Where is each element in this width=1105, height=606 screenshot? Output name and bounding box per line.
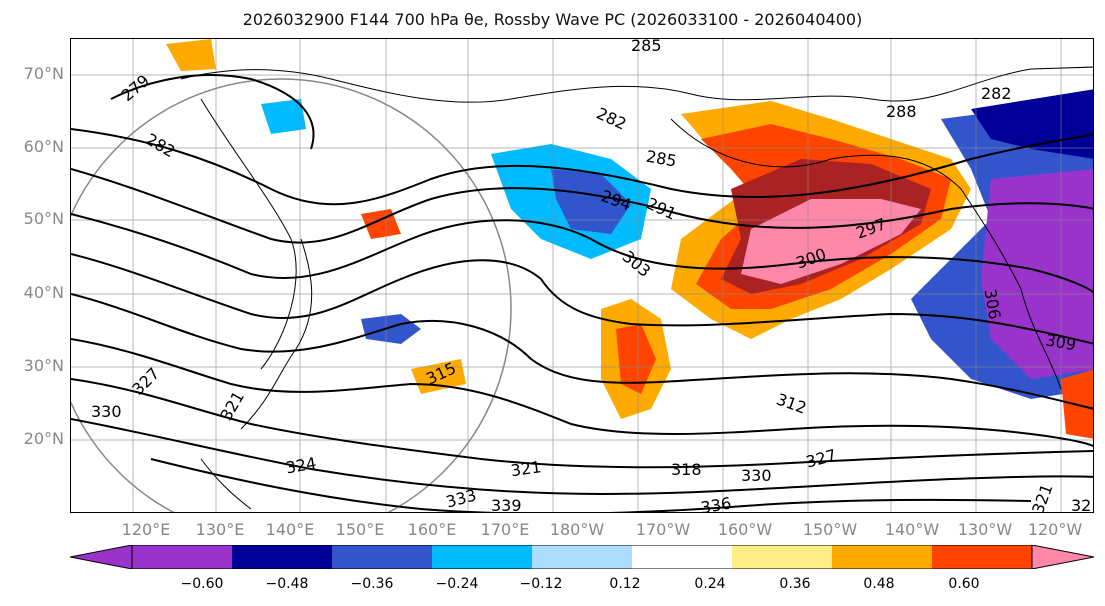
lat-label-30: 30°N [23, 356, 64, 375]
colorbar-segment [332, 545, 432, 569]
lon-label: 170°E [480, 520, 530, 539]
colorbar-tick-label: 0.48 [863, 576, 895, 592]
lat-label-70: 70°N [23, 64, 64, 83]
lon-label: 130°E [195, 520, 245, 539]
lon-label: 130°W [957, 520, 1013, 539]
negative-anomaly-blob [361, 314, 421, 344]
lat-label-20: 20°N [23, 429, 64, 448]
map-panel: 285 279 282 282 285 288 282 291 294 297 … [70, 38, 1094, 513]
colorbar-tick-label: 0.12 [609, 576, 641, 592]
reference-circle [71, 78, 512, 512]
colorbar-tick-label: −0.24 [435, 576, 479, 592]
contour-label: 336 [699, 493, 732, 513]
colorbar-segment [932, 545, 1032, 569]
contour-label: 288 [886, 102, 917, 121]
contour-label: 321 [1071, 496, 1094, 513]
negative-anomaly-north [971, 89, 1093, 159]
colorbar-tick-label: 0.24 [694, 576, 726, 592]
contour-label: 282 [143, 130, 179, 162]
lon-label: 170°W [635, 520, 691, 539]
colorbar-segment [632, 545, 732, 569]
lat-label-50: 50°N [23, 209, 64, 228]
contour-label: 291 [644, 194, 680, 224]
colorbar-tick-label: −0.60 [180, 576, 224, 592]
negative-anomaly-blob-2 [261, 99, 306, 134]
lon-label: 160°W [717, 520, 773, 539]
colorbar-segment [132, 545, 232, 569]
lon-label: 120°E [121, 520, 171, 539]
contour-label: 279 [118, 71, 154, 105]
contour-label: 321 [1028, 481, 1056, 513]
negative-anomaly-east-core [981, 169, 1093, 379]
contour-label: 333 [444, 485, 478, 511]
colorbar-segments [70, 545, 1094, 569]
contour-label: 285 [645, 147, 678, 171]
lat-label-60: 60°N [23, 137, 64, 156]
colorbar-over-extension [1031, 545, 1094, 569]
colorbar-segment [432, 545, 532, 569]
positive-anomaly-small-2 [166, 39, 216, 71]
map-canvas: 285 279 282 282 285 288 282 291 294 297 … [71, 39, 1094, 513]
positive-anomaly-small [361, 209, 401, 239]
positive-anomaly-blob-core [616, 324, 656, 394]
colorbar-border [131, 545, 1033, 569]
colorbar-tick-label: −0.48 [265, 576, 309, 592]
colorbar-segment [532, 545, 632, 569]
negative-anomaly-region-core [551, 169, 631, 234]
contour-label: 327 [128, 364, 163, 399]
contour-label: 330 [91, 402, 122, 421]
contour-label: 282 [594, 104, 630, 134]
contour-label: 318 [671, 460, 702, 479]
lat-label-40: 40°N [23, 283, 64, 302]
contour-label: 321 [216, 388, 248, 424]
lon-label: 150°E [335, 520, 385, 539]
contour-label: 327 [804, 445, 838, 471]
contour-label: 303 [619, 247, 655, 281]
map-title: 2026032900 F144 700 hPa θe, Rossby Wave … [242, 10, 863, 29]
lon-label: 140°W [884, 520, 940, 539]
colorbar-segment [832, 545, 932, 569]
contour-label: 282 [981, 84, 1012, 103]
contour-label: 285 [631, 39, 662, 55]
grid-lines [71, 39, 1093, 512]
colorbar [70, 545, 1094, 569]
contour-label: 330 [741, 466, 772, 485]
colorbar-tick-label: 0.60 [948, 576, 980, 592]
theta-e-contours [71, 74, 1093, 512]
contour-label: 339 [491, 496, 522, 513]
colorbar-tick-label: 0.36 [779, 576, 811, 592]
colorbar-tick-label: −0.12 [519, 576, 563, 592]
colorbar-under-extension [70, 545, 133, 569]
shading-layer [166, 39, 1093, 439]
colorbar-segment [232, 545, 332, 569]
contour-label: 312 [774, 389, 809, 417]
lon-label: 180°W [549, 520, 605, 539]
coastlines [180, 66, 1093, 510]
lon-label: 150°W [802, 520, 858, 539]
colorbar-segment [732, 545, 832, 569]
lon-label: 160°E [407, 520, 457, 539]
lon-label: 140°E [265, 520, 315, 539]
contour-label: 321 [510, 457, 543, 480]
colorbar-tick-label: −0.36 [350, 576, 394, 592]
lon-label: 120°W [1027, 520, 1083, 539]
contour-label: 324 [284, 453, 317, 477]
